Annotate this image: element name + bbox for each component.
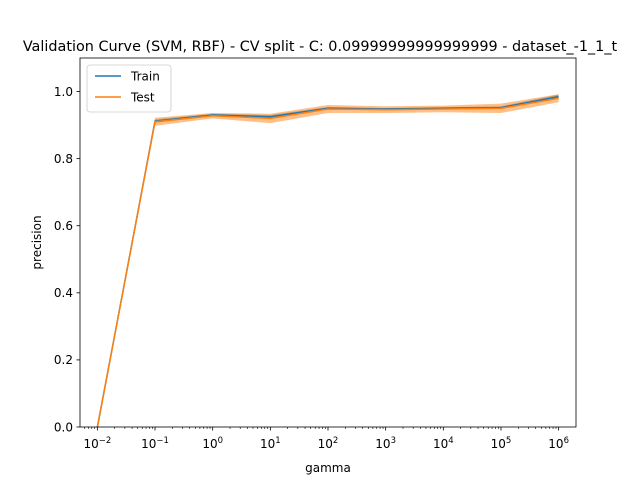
y-axis-ticks: 0.0 0.2 0.4 0.6 0.8 1.0 bbox=[54, 85, 80, 434]
x-axis-ticks: 10−2 10−1 100 101 102 103 104 105 106 bbox=[83, 427, 569, 451]
series-lines bbox=[96, 95, 559, 428]
train-std-band bbox=[97, 94, 559, 427]
plot-frame bbox=[79, 57, 577, 428]
std-bands bbox=[97, 94, 559, 427]
chart-title: Validation Curve (SVM, RBF) - CV split -… bbox=[23, 39, 618, 55]
x-axis-label: gamma bbox=[305, 461, 351, 475]
test-std-band bbox=[97, 94, 559, 427]
x-tick-label: 103 bbox=[375, 436, 396, 451]
legend-test-label: Test bbox=[130, 91, 155, 105]
x-tick-label: 100 bbox=[202, 436, 223, 451]
y-axis-label: precision bbox=[30, 215, 44, 269]
x-tick-label: 104 bbox=[433, 436, 454, 451]
x-tick-label: 10−1 bbox=[141, 436, 169, 451]
legend: Train Test bbox=[86, 64, 172, 113]
x-tick-label: 10−2 bbox=[83, 436, 111, 451]
y-tick-label: 0.2 bbox=[54, 353, 73, 367]
train-series-line bbox=[96, 95, 559, 428]
x-tick-label: 102 bbox=[318, 436, 339, 451]
x-tick-label: 105 bbox=[491, 436, 512, 451]
test-series-line bbox=[96, 97, 559, 428]
legend-train-label: Train bbox=[130, 70, 160, 84]
x-tick-label: 101 bbox=[260, 436, 281, 451]
y-tick-label: 0.0 bbox=[54, 420, 73, 434]
y-tick-label: 0.6 bbox=[54, 219, 73, 233]
x-tick-label: 106 bbox=[548, 436, 569, 451]
y-tick-label: 1.0 bbox=[54, 85, 73, 99]
y-tick-label: 0.4 bbox=[54, 286, 73, 300]
y-tick-label: 0.8 bbox=[54, 152, 73, 166]
